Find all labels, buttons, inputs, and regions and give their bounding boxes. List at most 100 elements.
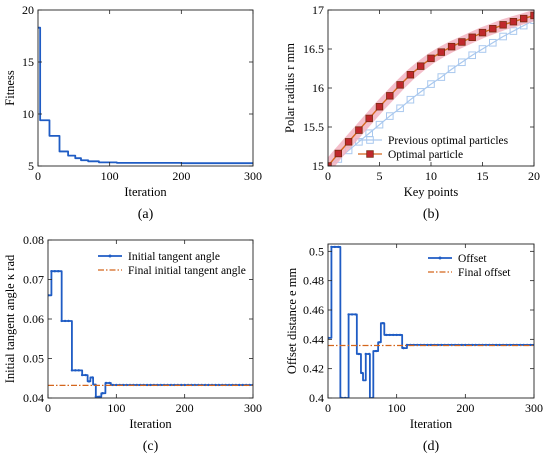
marker-optimal-8 — [406, 71, 415, 79]
y-tick-label: 15.5 — [303, 120, 324, 134]
x-tick-label: 100 — [107, 401, 125, 415]
panel-caption: (d) — [423, 439, 440, 454]
marker-dot — [80, 373, 84, 377]
marker-dot — [529, 343, 532, 347]
x-axis-label: Iteration — [129, 417, 172, 431]
legend-label: Final offset — [458, 267, 511, 279]
axes-box — [327, 243, 535, 399]
marker-previous-17 — [499, 32, 507, 41]
marker-previous-8 — [406, 95, 415, 104]
y-tick-label: 0.04 — [23, 391, 44, 405]
y-tick-label: 0.08 — [23, 233, 44, 247]
marker-dot — [374, 349, 378, 353]
x-tick-label: 300 — [244, 169, 262, 183]
legend-marker — [438, 256, 442, 260]
legend-marker — [366, 136, 374, 144]
y-tick-label: 0.4 — [309, 391, 324, 405]
marker-dot — [354, 313, 357, 316]
plot-area — [48, 270, 253, 398]
x-tick-label: 5 — [377, 169, 383, 183]
marker-dot — [77, 369, 80, 372]
marker-optimal-4 — [365, 114, 373, 123]
legend-label: Previous optimal particles — [388, 135, 509, 147]
marker-dot — [183, 383, 186, 387]
marker-optimal-18 — [509, 17, 518, 26]
y-tick-label: 15 — [22, 55, 34, 69]
marker-previous-14 — [468, 51, 476, 60]
legend-label: Optimal particle — [388, 149, 463, 161]
x-tick-label: 10 — [425, 169, 437, 183]
y-tick-label: 0.46 — [303, 303, 324, 317]
marker-optimal-11 — [437, 48, 445, 56]
panel-caption: (b) — [423, 207, 440, 222]
marker-optimal-10 — [427, 54, 435, 63]
marker-previous-11 — [437, 73, 446, 81]
chart-panel-d: 0 100 200 300 0.4 0.42 0.44 0.46 0.48 0.5 Iteratio… — [285, 243, 543, 454]
marker-dot — [333, 245, 337, 249]
marker-previous-18 — [509, 27, 518, 35]
legend-label: Final initial tangent angle — [128, 265, 246, 277]
x-axis-label: Iteration — [124, 185, 167, 199]
marker-dot — [350, 313, 354, 316]
y-tick-label: 0.44 — [303, 332, 324, 346]
marker-optimal-7 — [396, 81, 404, 89]
marker-dot — [149, 383, 152, 387]
marker-dot — [57, 270, 60, 273]
y-tick-label: 17 — [312, 3, 324, 17]
marker-previous-12 — [447, 65, 456, 74]
marker-dot — [398, 333, 402, 337]
x-tick-label: 0 — [45, 401, 51, 415]
legend: Initial tangent angle Final initial tange… — [98, 251, 246, 277]
marker-dot — [60, 319, 63, 323]
marker-dot — [98, 395, 101, 398]
y-tick-label: 0.42 — [303, 362, 324, 376]
marker-dot — [378, 341, 381, 344]
marker-dot — [395, 333, 398, 337]
series-line-a-0 — [38, 26, 253, 165]
marker-optimal-19 — [520, 14, 528, 23]
y-tick-label: 20 — [22, 3, 34, 17]
legend-label: Initial tangent angle — [128, 251, 220, 263]
marker-dot — [241, 383, 244, 387]
x-tick-label: 15 — [477, 169, 489, 183]
chart-panel-b: 0 5 10 15 20 15 15.5 16 16.5 17 Key points Polar ra… — [283, 3, 540, 222]
marker-previous-16 — [489, 38, 497, 47]
marker-dot — [74, 369, 77, 372]
marker-dot — [101, 392, 104, 395]
marker-optimal-5 — [375, 103, 384, 111]
y-tick-label: 16.5 — [303, 42, 324, 56]
x-tick-label: 200 — [456, 401, 474, 415]
marker-dot — [70, 369, 74, 372]
marker-dot — [498, 343, 501, 347]
legend: Offset Final offset — [428, 253, 511, 279]
x-tick-label: 0 — [325, 169, 331, 183]
x-tick-label: 20 — [528, 169, 540, 183]
marker-optimal-1 — [334, 149, 342, 158]
marker-dot — [94, 395, 98, 398]
marker-dot — [67, 319, 70, 323]
marker-previous-13 — [458, 58, 466, 67]
marker-optimal-14 — [468, 33, 476, 41]
marker-dot — [84, 373, 87, 377]
marker-optimal-13 — [458, 38, 466, 46]
marker-previous-7 — [396, 104, 404, 113]
marker-dot — [364, 352, 367, 356]
marker-dot — [381, 322, 385, 325]
y-axis-label: Offset distance e mm — [285, 268, 299, 375]
chart-panel-a: 0 100 200 300 5 10 15 20 Iteration Fitness (a) — [3, 3, 262, 222]
marker-optimal-9 — [416, 62, 425, 70]
x-axis-label: Iteration — [410, 417, 453, 431]
marker-optimal-6 — [386, 92, 394, 100]
y-tick-label: 0.05 — [23, 352, 44, 366]
y-axis-label: Polar radius r mm — [283, 43, 297, 133]
y-tick-label: 0.5 — [309, 244, 324, 258]
plot-area — [38, 26, 253, 165]
marker-dot — [402, 346, 405, 350]
marker-dot — [63, 319, 67, 323]
marker-dot — [115, 383, 118, 387]
y-axis-label: Initial tangent angle κ rad — [3, 254, 17, 383]
marker-dot — [145, 383, 149, 387]
marker-dot — [357, 352, 361, 356]
legend: Previous optimal particles Optimal partic… — [358, 135, 509, 161]
marker-dot — [50, 270, 53, 273]
